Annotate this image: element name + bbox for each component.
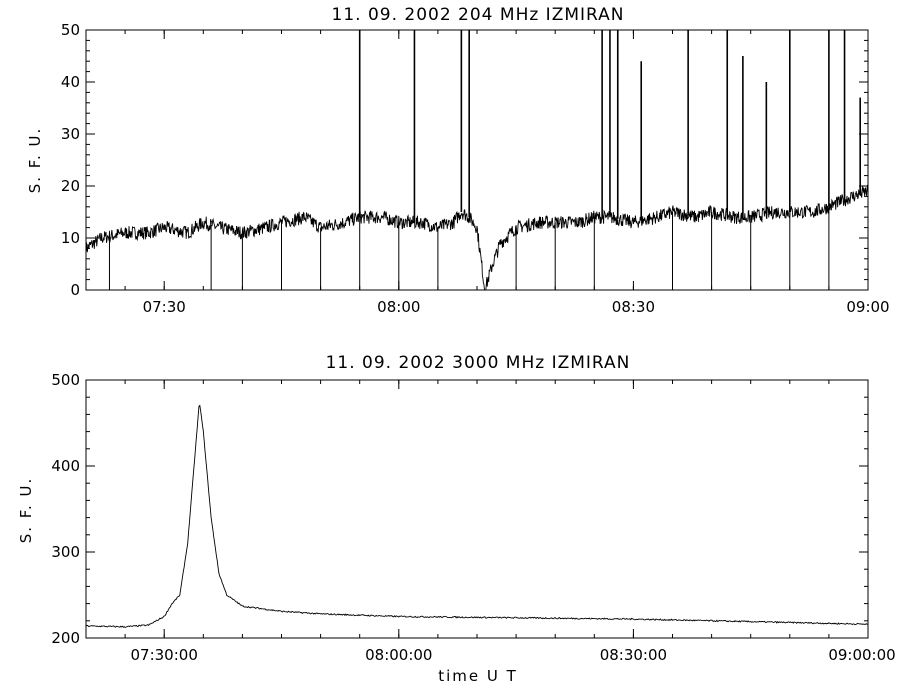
chart-3000mhz: 11. 09. 2002 3000 MHz IZMIRAN S. F. U. t…: [17, 353, 896, 685]
chart-title: 11. 09. 2002 204 MHz IZMIRAN: [332, 5, 625, 25]
y-tick-label: 10: [61, 229, 80, 247]
y-tick-label: 400: [51, 457, 80, 475]
x-tick-label: 09:00:00: [828, 646, 895, 664]
chart-204mhz: 11. 09. 2002 204 MHz IZMIRAN S. F. U. 0 1…: [26, 5, 890, 316]
y-tick-label: 40: [61, 73, 80, 91]
y-tick-label: 500: [51, 371, 80, 389]
y-tick-label: 200: [51, 629, 80, 647]
plot-area: [85, 30, 869, 291]
y-tick-label: 30: [61, 125, 80, 143]
x-tick-label: 08:30: [612, 298, 655, 316]
series-line: [85, 404, 869, 628]
y-axis-label: S. F. U.: [17, 477, 35, 544]
x-tick-label: 08:30:00: [600, 646, 667, 664]
y-tick-label: 50: [61, 21, 80, 39]
axes: 200 300 400 500 07:30:00 08:00:00 08:30:00 09:0…: [51, 371, 895, 664]
plot-frame: [85, 379, 869, 639]
y-tick-label: 20: [61, 177, 80, 195]
series-line: [85, 184, 869, 291]
x-tick-label: 07:30:00: [131, 646, 198, 664]
plot-area: [85, 404, 869, 628]
x-tick-label: 08:00:00: [365, 646, 432, 664]
y-tick-label: 300: [51, 543, 80, 561]
chart-title: 11. 09. 2002 3000 MHz IZMIRAN: [326, 353, 631, 373]
x-tick-label: 07:30: [143, 298, 186, 316]
y-tick-label: 0: [70, 281, 80, 299]
x-tick-label: 09:00: [846, 298, 889, 316]
axes: 0 10 20 30 40 50 07:30 08:00 08:30 09:00: [61, 21, 890, 316]
x-tick-label: 08:00: [377, 298, 420, 316]
x-axis-label: time U T: [438, 667, 518, 685]
y-axis-label: S. F. U.: [26, 127, 44, 194]
